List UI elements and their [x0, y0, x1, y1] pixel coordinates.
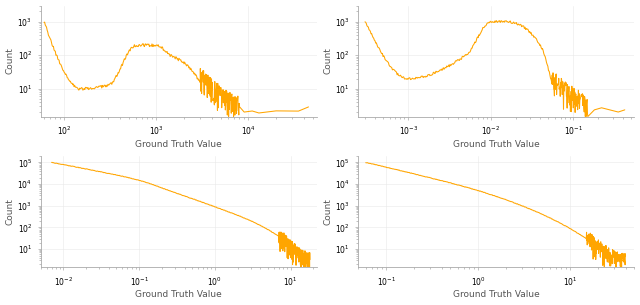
Y-axis label: Count: Count — [6, 198, 15, 225]
Y-axis label: Count: Count — [323, 198, 332, 225]
X-axis label: Ground Truth Value: Ground Truth Value — [135, 290, 222, 300]
X-axis label: Ground Truth Value: Ground Truth Value — [453, 140, 540, 149]
X-axis label: Ground Truth Value: Ground Truth Value — [135, 140, 222, 149]
Y-axis label: Count: Count — [6, 48, 15, 74]
X-axis label: Ground Truth Value: Ground Truth Value — [453, 290, 540, 300]
Y-axis label: Count: Count — [323, 48, 333, 74]
